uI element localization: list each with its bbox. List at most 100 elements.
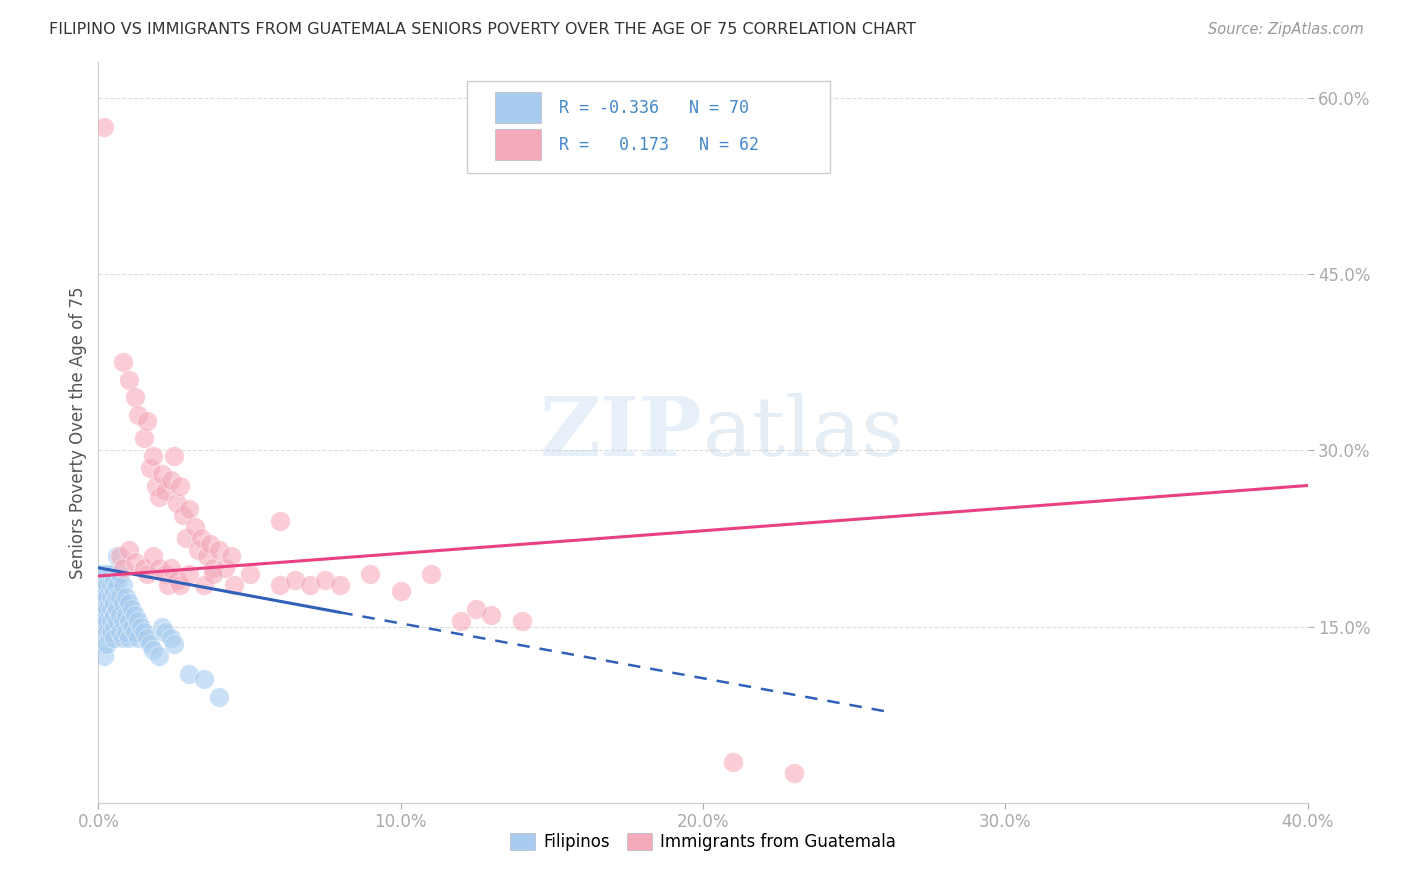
Point	[108, 566, 131, 581]
Point	[96, 566, 118, 581]
Point	[450, 614, 472, 628]
Point	[329, 578, 352, 592]
Point	[103, 619, 125, 633]
Point	[96, 625, 118, 640]
Point	[169, 478, 191, 492]
Point	[269, 514, 291, 528]
Point	[163, 637, 186, 651]
Point	[100, 614, 122, 628]
Point	[193, 673, 215, 687]
Point	[299, 578, 322, 592]
Point	[481, 607, 503, 622]
Point	[314, 573, 336, 587]
Point	[118, 373, 141, 387]
Point	[114, 625, 136, 640]
Point	[200, 537, 222, 551]
Point	[269, 578, 291, 592]
Point	[127, 632, 149, 646]
Point	[139, 637, 162, 651]
Point	[202, 566, 225, 581]
Point	[93, 648, 115, 663]
Point	[284, 573, 307, 587]
Point	[105, 614, 128, 628]
Point	[510, 614, 533, 628]
Point	[214, 561, 236, 575]
Point	[208, 690, 231, 704]
Point	[90, 614, 112, 628]
Point	[90, 590, 112, 604]
Point	[93, 602, 115, 616]
Point	[202, 561, 225, 575]
Point	[148, 490, 170, 504]
Point	[114, 607, 136, 622]
Point	[93, 614, 115, 628]
Point	[111, 632, 134, 646]
Point	[124, 555, 146, 569]
Point	[142, 643, 165, 657]
Point	[105, 590, 128, 604]
Point	[93, 120, 115, 134]
Point	[239, 566, 262, 581]
FancyBboxPatch shape	[495, 92, 541, 123]
Point	[90, 578, 112, 592]
Point	[103, 632, 125, 646]
Point	[156, 578, 179, 592]
Point	[93, 625, 115, 640]
Point	[208, 543, 231, 558]
Point	[100, 602, 122, 616]
Point	[139, 461, 162, 475]
Point	[108, 625, 131, 640]
Point	[153, 484, 176, 499]
Point	[150, 467, 173, 481]
Point	[93, 590, 115, 604]
Point	[124, 390, 146, 404]
Point	[96, 602, 118, 616]
Point	[169, 578, 191, 592]
Point	[93, 578, 115, 592]
Point	[160, 632, 183, 646]
Point	[135, 632, 157, 646]
Point	[723, 755, 745, 769]
Legend: Filipinos, Immigrants from Guatemala: Filipinos, Immigrants from Guatemala	[503, 826, 903, 857]
Point	[93, 566, 115, 581]
Point	[96, 578, 118, 592]
Point	[135, 414, 157, 428]
Text: FILIPINO VS IMMIGRANTS FROM GUATEMALA SENIORS POVERTY OVER THE AGE OF 75 CORRELA: FILIPINO VS IMMIGRANTS FROM GUATEMALA SE…	[49, 22, 917, 37]
Point	[142, 449, 165, 463]
Point	[96, 637, 118, 651]
Point	[103, 596, 125, 610]
Point	[195, 549, 218, 563]
Point	[103, 573, 125, 587]
Point	[160, 561, 183, 575]
Point	[90, 566, 112, 581]
Point	[93, 637, 115, 651]
Point	[100, 625, 122, 640]
Point	[783, 766, 806, 780]
Point	[96, 614, 118, 628]
Point	[163, 449, 186, 463]
Point	[132, 561, 155, 575]
Point	[105, 549, 128, 563]
Point	[118, 614, 141, 628]
Point	[190, 532, 212, 546]
Point	[103, 607, 125, 622]
Point	[103, 584, 125, 599]
Point	[166, 496, 188, 510]
Point	[108, 549, 131, 563]
Point	[224, 578, 246, 592]
Point	[179, 666, 201, 681]
Point	[127, 614, 149, 628]
Point	[174, 532, 197, 546]
Point	[111, 355, 134, 369]
Point	[124, 607, 146, 622]
Point	[114, 590, 136, 604]
Point	[148, 648, 170, 663]
Point	[121, 602, 143, 616]
Text: R = -0.336   N = 70: R = -0.336 N = 70	[560, 99, 749, 118]
Point	[160, 473, 183, 487]
Point	[118, 632, 141, 646]
Point	[105, 578, 128, 592]
Point	[118, 596, 141, 610]
Text: atlas: atlas	[703, 392, 905, 473]
Point	[105, 602, 128, 616]
